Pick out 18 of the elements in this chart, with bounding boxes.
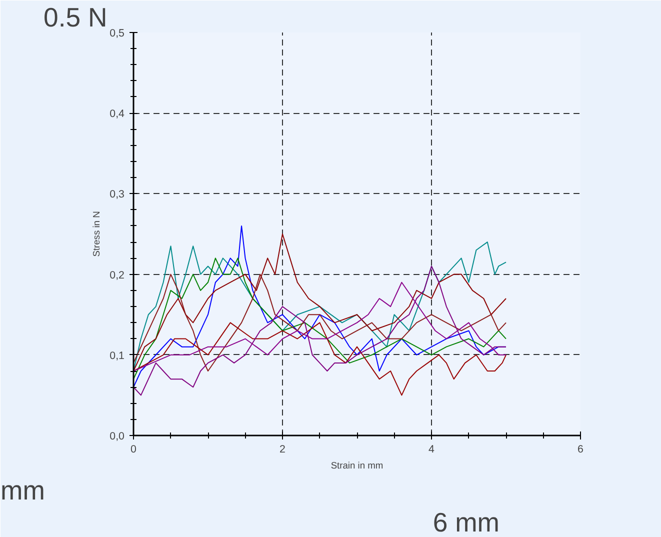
y-tick-label: 0,0 [110, 430, 125, 442]
x-tick-label: 4 [428, 444, 435, 456]
y-tick-label: 0,5 [110, 28, 125, 40]
line-series [134, 258, 506, 380]
text: 6 mm [432, 508, 500, 537]
y-tick-label: 0,3 [110, 188, 125, 201]
text: 0.5 N [44, 2, 108, 32]
line-series [134, 322, 506, 396]
line-series [134, 266, 506, 396]
x-tick-label: 2 [280, 444, 286, 456]
y-tick-label: 0,4 [110, 108, 125, 120]
y-tick-label: 0,2 [110, 269, 125, 282]
x-tick-label: 0 [130, 444, 137, 456]
y-tick-label: 0,1 [110, 350, 125, 362]
text: mm [0, 476, 45, 506]
x-tick-label: 6 [578, 444, 584, 456]
x-axis-title: Strain in mm [330, 460, 384, 470]
y-axis-title: Stress in N [92, 211, 102, 257]
